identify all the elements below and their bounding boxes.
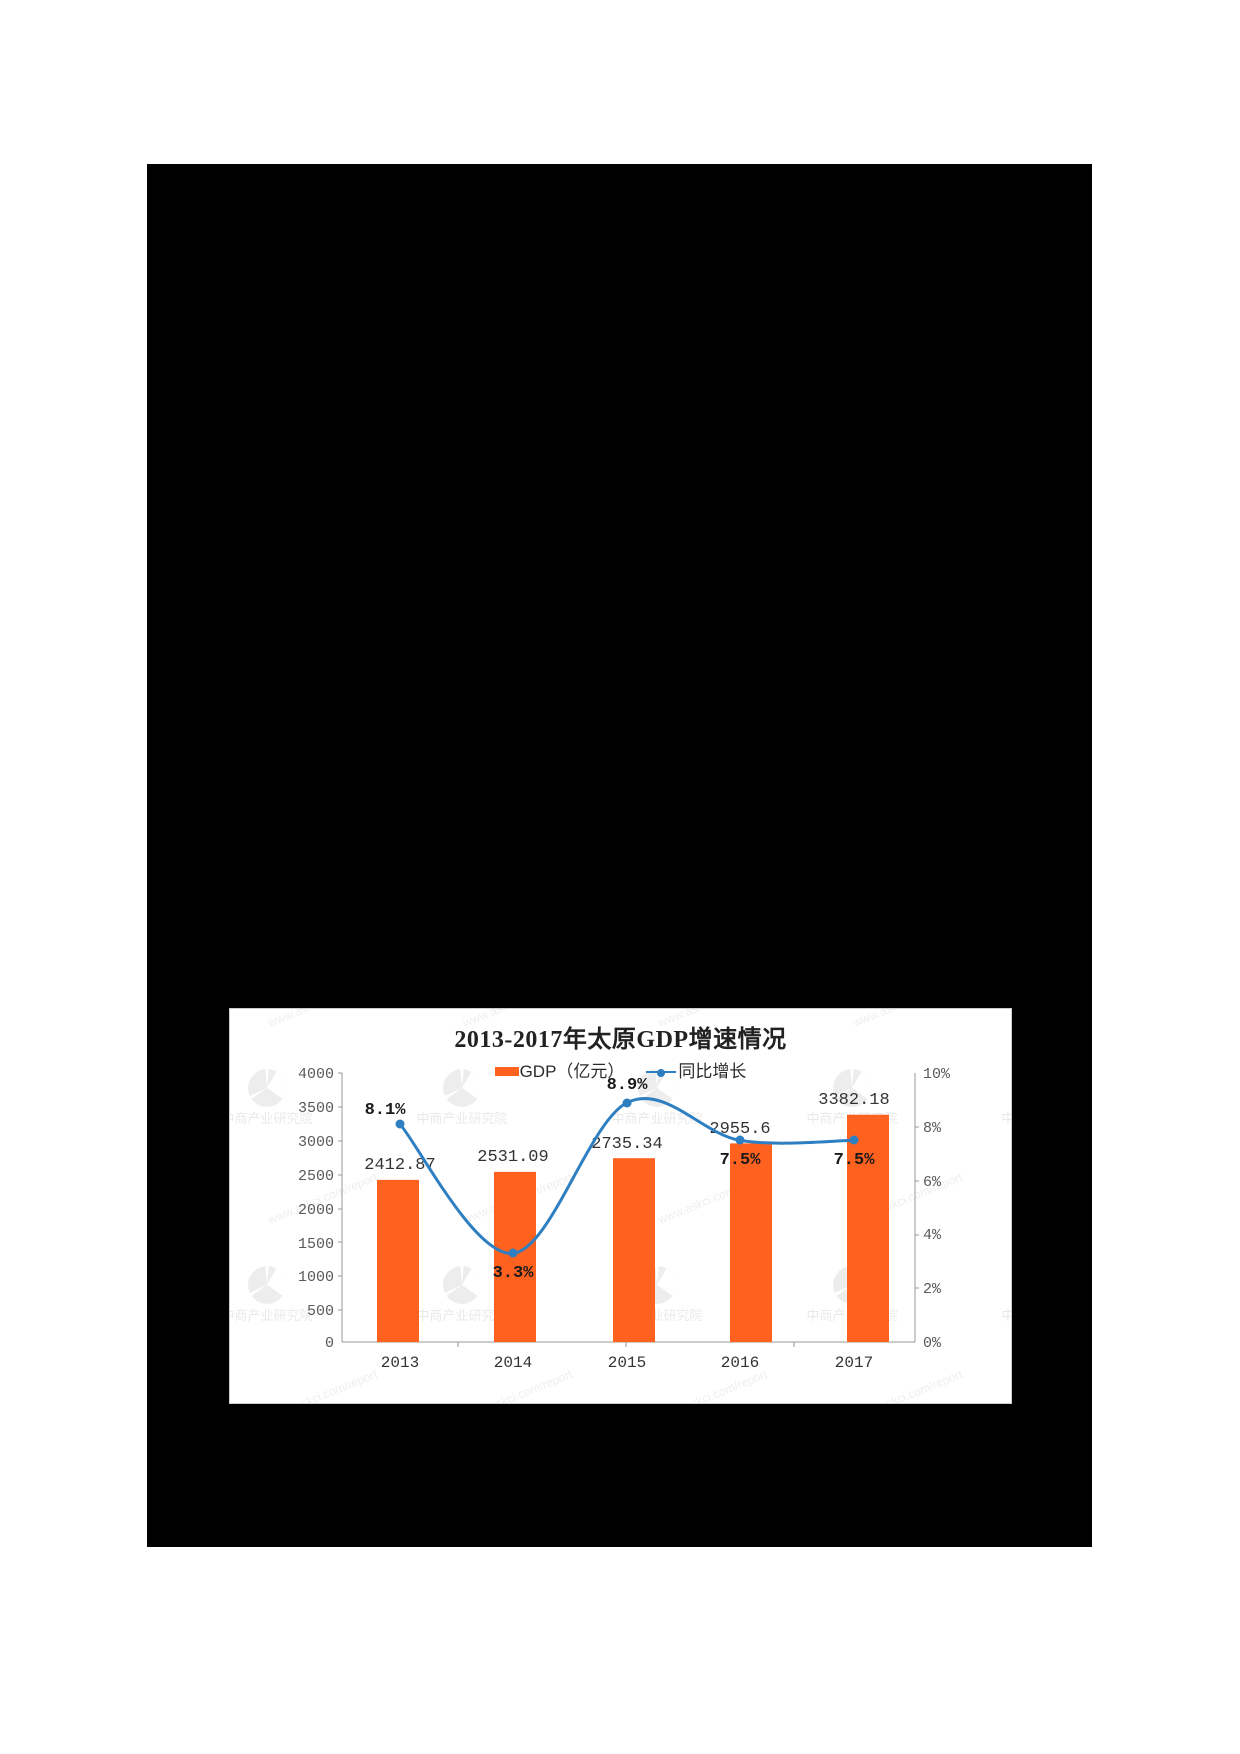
svg-text:2016: 2016 <box>721 1354 759 1372</box>
svg-text:7.5%: 7.5% <box>834 1151 876 1170</box>
svg-text:3500: 3500 <box>298 1100 334 1117</box>
svg-text:500: 500 <box>307 1303 334 1320</box>
svg-text:10%: 10% <box>923 1066 951 1083</box>
svg-text:2014: 2014 <box>494 1354 532 1372</box>
svg-text:6%: 6% <box>923 1174 942 1191</box>
svg-text:1500: 1500 <box>298 1236 334 1253</box>
svg-text:7.5%: 7.5% <box>720 1151 762 1170</box>
svg-text:2013: 2013 <box>381 1354 419 1372</box>
svg-text:2531.09: 2531.09 <box>477 1148 548 1167</box>
svg-text:2015: 2015 <box>608 1354 646 1372</box>
svg-text:8.9%: 8.9% <box>607 1076 649 1095</box>
svg-text:2735.34: 2735.34 <box>591 1135 662 1154</box>
svg-text:2500: 2500 <box>298 1168 334 1185</box>
svg-text:2017: 2017 <box>835 1354 873 1372</box>
svg-text:8%: 8% <box>923 1120 942 1137</box>
svg-text:3.3%: 3.3% <box>493 1264 535 1283</box>
svg-text:0: 0 <box>325 1335 334 1352</box>
svg-text:1000: 1000 <box>298 1269 334 1286</box>
svg-text:3000: 3000 <box>298 1134 334 1151</box>
svg-text:2000: 2000 <box>298 1202 334 1219</box>
svg-text:8.1%: 8.1% <box>365 1101 407 1120</box>
svg-text:4%: 4% <box>923 1227 942 1244</box>
svg-text:0%: 0% <box>923 1335 942 1352</box>
svg-text:3382.18: 3382.18 <box>818 1091 889 1110</box>
svg-text:2%: 2% <box>923 1281 942 1298</box>
svg-text:4000: 4000 <box>298 1066 334 1083</box>
